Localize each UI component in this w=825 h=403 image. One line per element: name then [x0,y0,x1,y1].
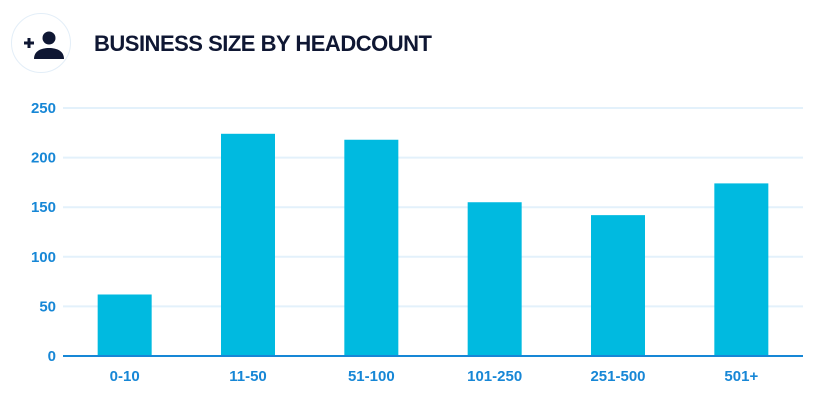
y-tick-label: 50 [39,298,56,315]
bar-0-10 [97,294,152,356]
y-tick-label: 200 [31,150,56,167]
bar-11-50 [221,133,275,356]
add-user-icon [24,31,64,59]
bar-501+ [714,183,769,356]
x-tick-label: 501+ [724,368,758,385]
y-tick-label: 250 [31,100,56,117]
x-tick-label: 251-500 [590,368,645,385]
x-tick-label: 11-50 [229,368,267,385]
x-tick-label: 0-10 [110,368,140,385]
bar-51-100 [344,139,399,356]
y-tick-label: 100 [31,249,56,266]
y-tick-label: 0 [48,348,56,365]
x-tick-label: 51-100 [348,368,395,385]
x-tick-label: 101-250 [467,368,522,385]
header-icon-badge [11,13,71,73]
y-tick-label: 150 [31,199,56,216]
bar-101-250 [467,202,522,356]
bar-251-500 [591,215,645,356]
chart-title: BUSINESS SIZE BY HEADCOUNT [94,31,432,56]
